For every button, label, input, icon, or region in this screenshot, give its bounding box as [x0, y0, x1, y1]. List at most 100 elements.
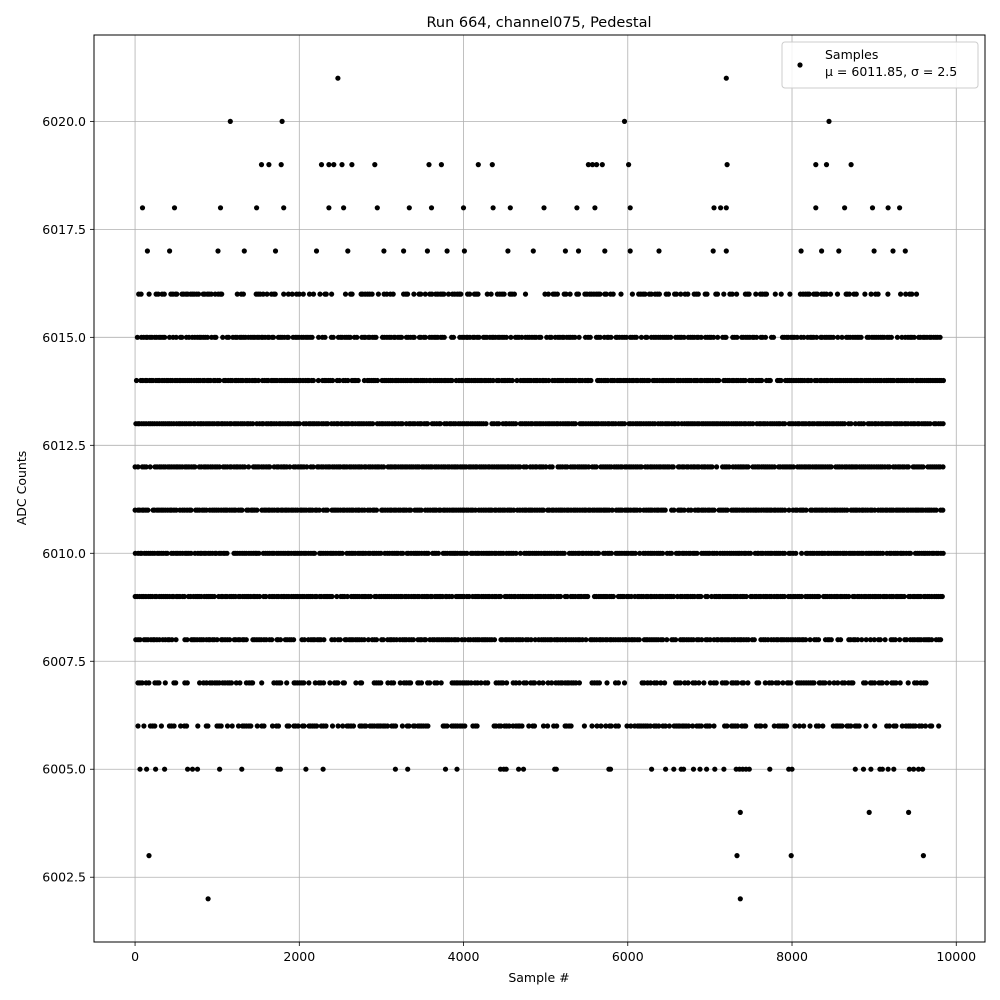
data-point [316, 334, 322, 340]
data-point [272, 291, 278, 297]
data-point [248, 723, 254, 729]
data-point [522, 291, 529, 297]
data-point [144, 248, 150, 254]
data-point [240, 291, 246, 297]
data-point [868, 291, 874, 297]
data-point [698, 593, 704, 600]
data-point [205, 896, 211, 902]
data-point [711, 334, 717, 340]
data-point [724, 162, 730, 168]
data-point [261, 723, 267, 729]
data-point [721, 766, 727, 772]
data-point [425, 550, 431, 556]
data-point [196, 291, 202, 297]
data-point [905, 680, 911, 686]
data-point [139, 205, 146, 211]
data-point [927, 421, 933, 427]
data-point [503, 334, 509, 340]
data-point [711, 205, 717, 211]
data-point [438, 680, 444, 686]
y-tick-label: 6020.0 [42, 114, 86, 129]
data-point [145, 507, 151, 513]
data-point [576, 680, 583, 686]
data-point [724, 507, 730, 513]
data-point [227, 118, 233, 124]
data-point [323, 291, 329, 297]
data-point [799, 593, 805, 600]
data-point [905, 464, 912, 470]
data-point [782, 550, 788, 556]
data-point [285, 291, 291, 297]
data-point [911, 334, 917, 340]
data-point [478, 680, 484, 686]
data-point [711, 723, 717, 729]
data-point [449, 377, 455, 384]
data-point [327, 680, 333, 686]
data-point [735, 723, 741, 729]
data-point [628, 593, 634, 600]
data-point [344, 593, 350, 600]
data-point [746, 291, 752, 297]
data-point [875, 291, 881, 297]
data-point [490, 205, 496, 211]
data-point [228, 680, 235, 686]
data-point [666, 723, 673, 729]
data-point [885, 291, 891, 297]
data-point [656, 291, 663, 297]
data-point [141, 723, 147, 729]
data-point [545, 291, 552, 297]
data-point [715, 334, 721, 340]
data-point [868, 766, 874, 772]
data-point [369, 291, 375, 297]
data-point [852, 766, 858, 772]
data-point [863, 723, 869, 729]
data-point [633, 334, 640, 340]
data-point [455, 637, 461, 643]
data-point [835, 334, 841, 340]
data-point [723, 205, 729, 211]
data-point [922, 723, 929, 729]
data-point [291, 637, 297, 643]
data-point [758, 723, 764, 729]
data-point [586, 464, 592, 470]
data-point [807, 637, 813, 643]
data-point [543, 464, 549, 470]
data-point [798, 248, 804, 254]
data-point [599, 162, 605, 168]
data-point [888, 334, 895, 340]
data-point [723, 248, 729, 254]
data-point [503, 766, 509, 772]
data-point [844, 507, 850, 513]
data-point [192, 464, 198, 470]
data-point [807, 723, 813, 729]
y-tick-label: 6002.5 [42, 870, 86, 885]
y-tick-label: 6007.5 [42, 654, 86, 669]
data-point [707, 723, 713, 729]
data-point [745, 637, 752, 643]
data-point [272, 248, 279, 254]
data-point [767, 766, 773, 772]
data-point [762, 334, 769, 340]
data-point [538, 334, 544, 340]
data-point [213, 334, 219, 340]
data-point [568, 723, 574, 729]
data-point [304, 464, 310, 470]
data-point [648, 680, 654, 686]
data-point [454, 766, 460, 772]
data-point [897, 205, 903, 211]
data-point [919, 723, 925, 729]
data-point [286, 723, 292, 729]
data-point [342, 291, 349, 297]
data-point [563, 291, 569, 297]
data-point [649, 766, 655, 772]
data-point [363, 723, 369, 729]
data-point [909, 291, 915, 297]
data-point [751, 637, 757, 643]
data-point [585, 593, 591, 600]
data-point [623, 334, 630, 340]
data-point [384, 723, 391, 729]
data-point [233, 680, 239, 686]
data-point [281, 291, 287, 297]
data-point [658, 680, 664, 686]
